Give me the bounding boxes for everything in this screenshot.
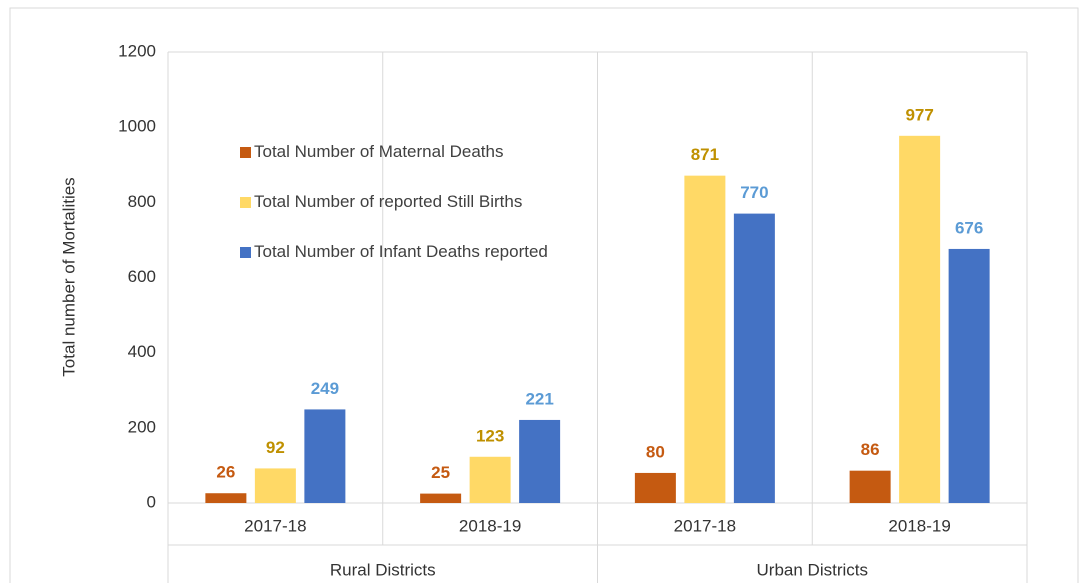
data-label: 221 bbox=[525, 389, 553, 408]
legend-swatch bbox=[240, 247, 251, 258]
bar bbox=[634, 472, 676, 503]
y-tick-label: 0 bbox=[147, 492, 156, 511]
x-tick-label: 2017-18 bbox=[674, 516, 736, 535]
bar bbox=[420, 493, 462, 503]
legend: Total Number of Maternal Deaths Total Num… bbox=[240, 140, 590, 290]
legend-label: Total Number of reported Still Births bbox=[254, 192, 523, 211]
data-label: 92 bbox=[266, 438, 285, 457]
y-tick-label: 800 bbox=[128, 192, 156, 211]
data-label: 770 bbox=[740, 183, 768, 202]
legend-label: Total Number of Infant Deaths reported bbox=[254, 242, 548, 261]
data-label: 123 bbox=[476, 426, 504, 445]
data-label: 86 bbox=[861, 440, 880, 459]
data-label: 26 bbox=[216, 463, 235, 482]
y-tick-label: 1200 bbox=[118, 41, 156, 60]
data-label: 977 bbox=[905, 105, 933, 124]
x-tick-label: 2018-19 bbox=[888, 516, 950, 535]
y-tick-label: 200 bbox=[128, 417, 156, 436]
x-tick-label: 2018-19 bbox=[459, 516, 521, 535]
group-label: Rural Districts bbox=[330, 560, 436, 579]
bar bbox=[519, 419, 561, 503]
bar bbox=[849, 470, 891, 503]
legend-item: Total Number of reported Still Births bbox=[240, 190, 590, 214]
legend-item: Total Number of Maternal Deaths bbox=[240, 140, 590, 164]
bar bbox=[899, 135, 941, 503]
legend-item: Total Number of Infant Deaths reported bbox=[240, 240, 590, 264]
legend-swatch bbox=[240, 147, 251, 158]
bar bbox=[469, 456, 511, 503]
bar bbox=[684, 175, 726, 503]
data-label: 676 bbox=[955, 218, 983, 237]
y-tick-label: 400 bbox=[128, 342, 156, 361]
bar bbox=[254, 468, 296, 503]
y-tick-label: 600 bbox=[128, 267, 156, 286]
chart-border bbox=[9, 7, 1079, 583]
data-label: 249 bbox=[311, 379, 339, 398]
data-label: 80 bbox=[646, 442, 665, 461]
group-label: Urban Districts bbox=[757, 560, 868, 579]
y-axis-label: Total number of Mortalities bbox=[59, 177, 78, 376]
data-label: 871 bbox=[691, 145, 719, 164]
data-label: 25 bbox=[431, 463, 450, 482]
y-tick-label: 1000 bbox=[118, 117, 156, 136]
bar bbox=[304, 409, 346, 503]
legend-swatch bbox=[240, 197, 251, 208]
bar bbox=[733, 213, 775, 503]
legend-label: Total Number of Maternal Deaths bbox=[254, 142, 504, 161]
bar bbox=[205, 493, 247, 503]
x-tick-label: 2017-18 bbox=[244, 516, 306, 535]
bar bbox=[948, 248, 990, 503]
